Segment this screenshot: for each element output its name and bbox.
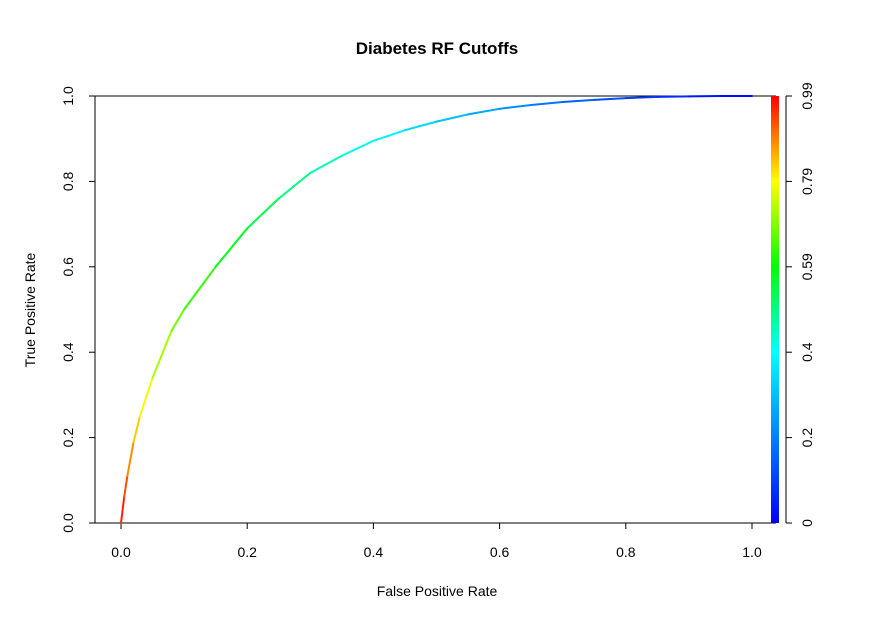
colorbar-tick-label: 0 <box>799 519 815 527</box>
roc-segment <box>435 113 470 123</box>
y-tick-label: 0.6 <box>60 257 76 277</box>
x-tick-label: 0.8 <box>616 544 636 560</box>
y-tick-label: 0.0 <box>60 513 76 533</box>
roc-segment <box>120 496 126 524</box>
x-axis-label: False Positive Rate <box>377 583 498 599</box>
roc-segment <box>138 376 154 418</box>
y-axis: 0.0 0.2 0.4 0.6 0.8 1.0 <box>60 86 95 533</box>
roc-segment <box>246 197 280 230</box>
x-tick-label: 0.6 <box>490 544 510 560</box>
roc-segment <box>340 139 375 157</box>
roc-segment <box>624 95 659 100</box>
x-tick-label: 0.2 <box>237 544 257 560</box>
roc-segment <box>214 227 249 268</box>
y-tick-label: 1.0 <box>60 86 76 106</box>
colorbar-tick-label: 0.79 <box>799 168 815 195</box>
roc-segment <box>561 98 596 103</box>
roc-segment <box>151 329 173 379</box>
chart-title: Diabetes RF Cutoffs <box>356 39 518 58</box>
colorbar-axis: 0 0.2 0.4 0.59 0.79 0.99 <box>786 82 815 527</box>
colorbar-tick-label: 0.99 <box>799 82 815 109</box>
roc-segment <box>372 129 406 142</box>
roc-segment <box>593 97 627 101</box>
roc-segment <box>277 171 312 200</box>
roc-segment <box>467 107 501 116</box>
colorbar <box>771 96 779 523</box>
roc-curve <box>120 95 753 524</box>
y-tick-label: 0.2 <box>60 428 76 448</box>
x-tick-label: 0.0 <box>111 544 131 560</box>
y-tick-label: 0.4 <box>60 342 76 362</box>
roc-segment <box>132 415 141 443</box>
roc-segment <box>183 265 217 311</box>
roc-segment <box>403 120 438 132</box>
y-tick-label: 0.8 <box>60 171 76 191</box>
x-tick-label: 1.0 <box>742 544 762 560</box>
x-tick-label: 0.4 <box>364 544 384 560</box>
roc-segment <box>123 475 129 499</box>
colorbar-tick-label: 0.2 <box>799 428 815 448</box>
roc-segment <box>170 308 186 332</box>
roc-segment <box>498 103 533 110</box>
roc-segment <box>309 154 343 174</box>
roc-segment <box>126 440 135 478</box>
roc-segment <box>530 100 564 106</box>
x-axis: 0.0 0.2 0.4 0.6 0.8 1.0 <box>111 523 762 560</box>
colorbar-tick-label: 0.59 <box>799 253 815 280</box>
y-axis-label: True Positive Rate <box>22 252 38 367</box>
colorbar-tick-label: 0.4 <box>799 342 815 362</box>
